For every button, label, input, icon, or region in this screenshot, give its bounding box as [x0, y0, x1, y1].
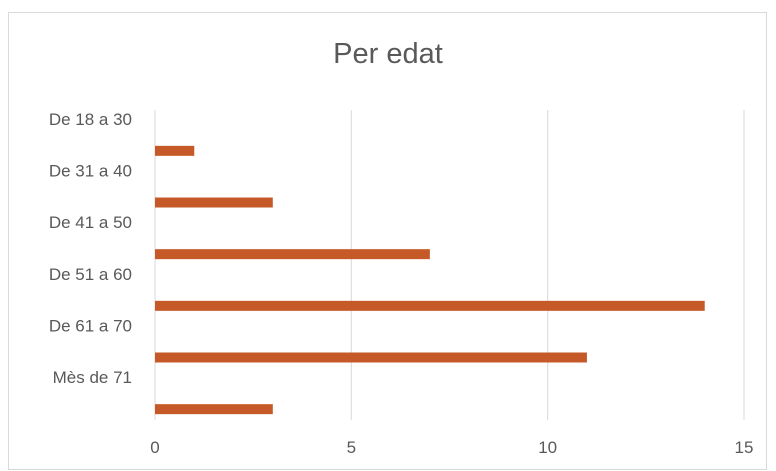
category-label: De 18 a 30 [49, 110, 132, 129]
bar-2 [155, 197, 273, 208]
chart-frame [8, 12, 767, 470]
x-tick-label: 5 [347, 438, 356, 457]
bar-6 [155, 404, 273, 415]
category-label: De 51 a 60 [49, 265, 132, 284]
bar-3 [155, 249, 430, 260]
x-tick-label: 10 [538, 438, 557, 457]
category-labels: De 18 a 30 De 31 a 40 De 41 a 50 De 51 a 60… [49, 110, 132, 387]
gridlines [154, 110, 745, 420]
category-label: De 31 a 40 [49, 162, 132, 181]
category-label: De 41 a 50 [49, 213, 132, 232]
bar-5 [155, 352, 587, 363]
category-label: De 61 a 70 [49, 317, 132, 336]
chart-title: Per edat [333, 38, 443, 70]
x-tick-label: 0 [150, 438, 159, 457]
bar-4 [155, 300, 705, 311]
bar-1 [155, 145, 195, 156]
x-tick-labels: 0 5 10 15 [150, 438, 753, 457]
bars [155, 145, 705, 415]
x-tick-label: 15 [735, 438, 754, 457]
category-label: Mès de 71 [53, 368, 132, 387]
